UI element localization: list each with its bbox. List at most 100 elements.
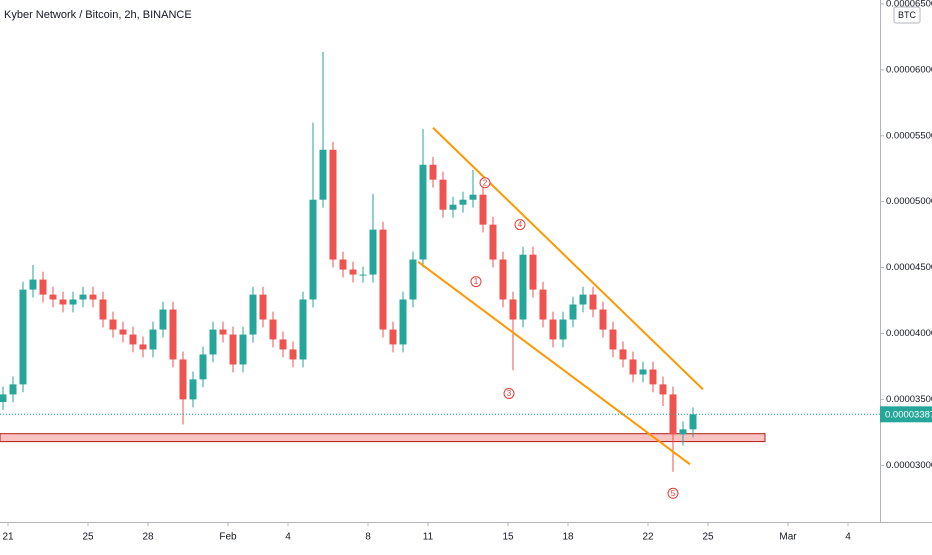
candle-body <box>389 329 397 345</box>
candle-body <box>269 319 277 340</box>
x-tick-label: 22 <box>642 532 654 543</box>
candle-body <box>529 254 537 290</box>
candle-body <box>339 259 347 270</box>
y-tick-label: 0.00006500 <box>886 0 932 9</box>
wave-label: 3 <box>507 389 512 398</box>
last-price-box <box>880 406 932 423</box>
candle-body <box>109 319 117 330</box>
candle-body <box>679 429 687 435</box>
x-tick-label: Mar <box>779 532 797 543</box>
candle-body <box>429 164 437 180</box>
y-tick-label: 0.00003000 <box>886 460 932 471</box>
candle-body <box>319 149 327 200</box>
candle-body <box>179 359 187 400</box>
chart-title: Kyber Network / Bitcoin, 2h, BINANCE <box>4 9 192 21</box>
candle-body <box>19 289 27 385</box>
x-tick-label: 15 <box>502 532 514 543</box>
candle-body <box>599 309 607 330</box>
candle-body <box>439 179 447 210</box>
candle-body <box>359 274 367 276</box>
candle-body <box>469 194 477 200</box>
candle-body <box>69 299 77 305</box>
candle-body <box>249 294 257 335</box>
y-tick-label: 0.00005500 <box>886 130 932 141</box>
plot-area: 1 2 3 4 5 <box>0 51 766 499</box>
wave-label: 4 <box>518 220 523 229</box>
candle-body <box>199 354 207 380</box>
unit-box <box>893 6 921 24</box>
y-tick-label: 0.00005000 <box>886 196 932 207</box>
candle-body <box>89 294 97 300</box>
wave-label: 1 <box>474 277 479 286</box>
candle-body <box>539 289 547 320</box>
candle-body <box>59 299 67 305</box>
x-tick-label: 4 <box>845 532 851 543</box>
candle-body <box>609 329 617 350</box>
candle-body <box>9 384 17 395</box>
channel-line <box>417 260 691 466</box>
wave-label: 2 <box>483 178 488 187</box>
candle-body <box>289 349 297 360</box>
candle-body <box>29 279 37 290</box>
candle-body <box>579 294 587 305</box>
candle-body <box>189 379 197 400</box>
x-tick-label: 21 <box>2 532 14 543</box>
x-tick-label: 28 <box>142 532 154 543</box>
candle-body <box>329 149 337 260</box>
candle-body <box>399 299 407 345</box>
candle-body <box>629 359 637 375</box>
candle-body <box>369 229 377 275</box>
y-tick-label: 0.00006000 <box>886 64 932 75</box>
candle-body <box>479 194 487 225</box>
candle-body <box>169 309 177 360</box>
wave-marker <box>514 219 526 231</box>
candle-body <box>149 329 157 350</box>
candle-body <box>39 279 47 295</box>
candle-body <box>689 414 697 430</box>
candle-body <box>639 369 647 375</box>
candle-body <box>619 349 627 360</box>
wave-marker <box>470 276 482 288</box>
candle-body <box>499 259 507 300</box>
candle-body <box>279 339 287 350</box>
candle-body <box>509 299 517 320</box>
x-tick-label: 18 <box>562 532 574 543</box>
candle-body <box>139 344 147 350</box>
x-tick-label: 25 <box>82 532 94 543</box>
candle-body <box>549 319 557 340</box>
candle-body <box>489 224 497 260</box>
candle-body <box>449 204 457 210</box>
support-zone <box>0 433 766 443</box>
candle-body <box>309 199 317 300</box>
candle-body <box>209 329 217 355</box>
candle-body <box>299 299 307 360</box>
candle-body <box>0 394 7 403</box>
x-tick-label: 25 <box>702 532 714 543</box>
candle-body <box>49 294 57 300</box>
candle-body <box>219 329 227 335</box>
candle-body <box>379 229 387 330</box>
candle-body <box>259 294 267 320</box>
candle-body <box>559 319 567 340</box>
candle-body <box>79 294 87 300</box>
candle-body <box>159 309 167 330</box>
candle-body <box>569 304 577 320</box>
candle-body <box>129 334 137 345</box>
y-tick-label: 0.00004500 <box>886 262 932 273</box>
x-tick-label: 8 <box>365 532 371 543</box>
x-tick-label: 4 <box>285 532 291 543</box>
candle-body <box>239 334 247 365</box>
candle-body <box>349 269 357 275</box>
x-tick-label: 11 <box>423 532 434 543</box>
candle-body <box>459 199 467 205</box>
candle-body <box>659 384 667 395</box>
y-tick-label: 0.00004000 <box>886 328 932 339</box>
candle-body <box>649 369 657 385</box>
candle-body <box>669 394 677 435</box>
candle-body <box>229 334 237 365</box>
candle-body <box>119 329 127 335</box>
y-tick-label: 0.00003500 <box>886 394 932 405</box>
